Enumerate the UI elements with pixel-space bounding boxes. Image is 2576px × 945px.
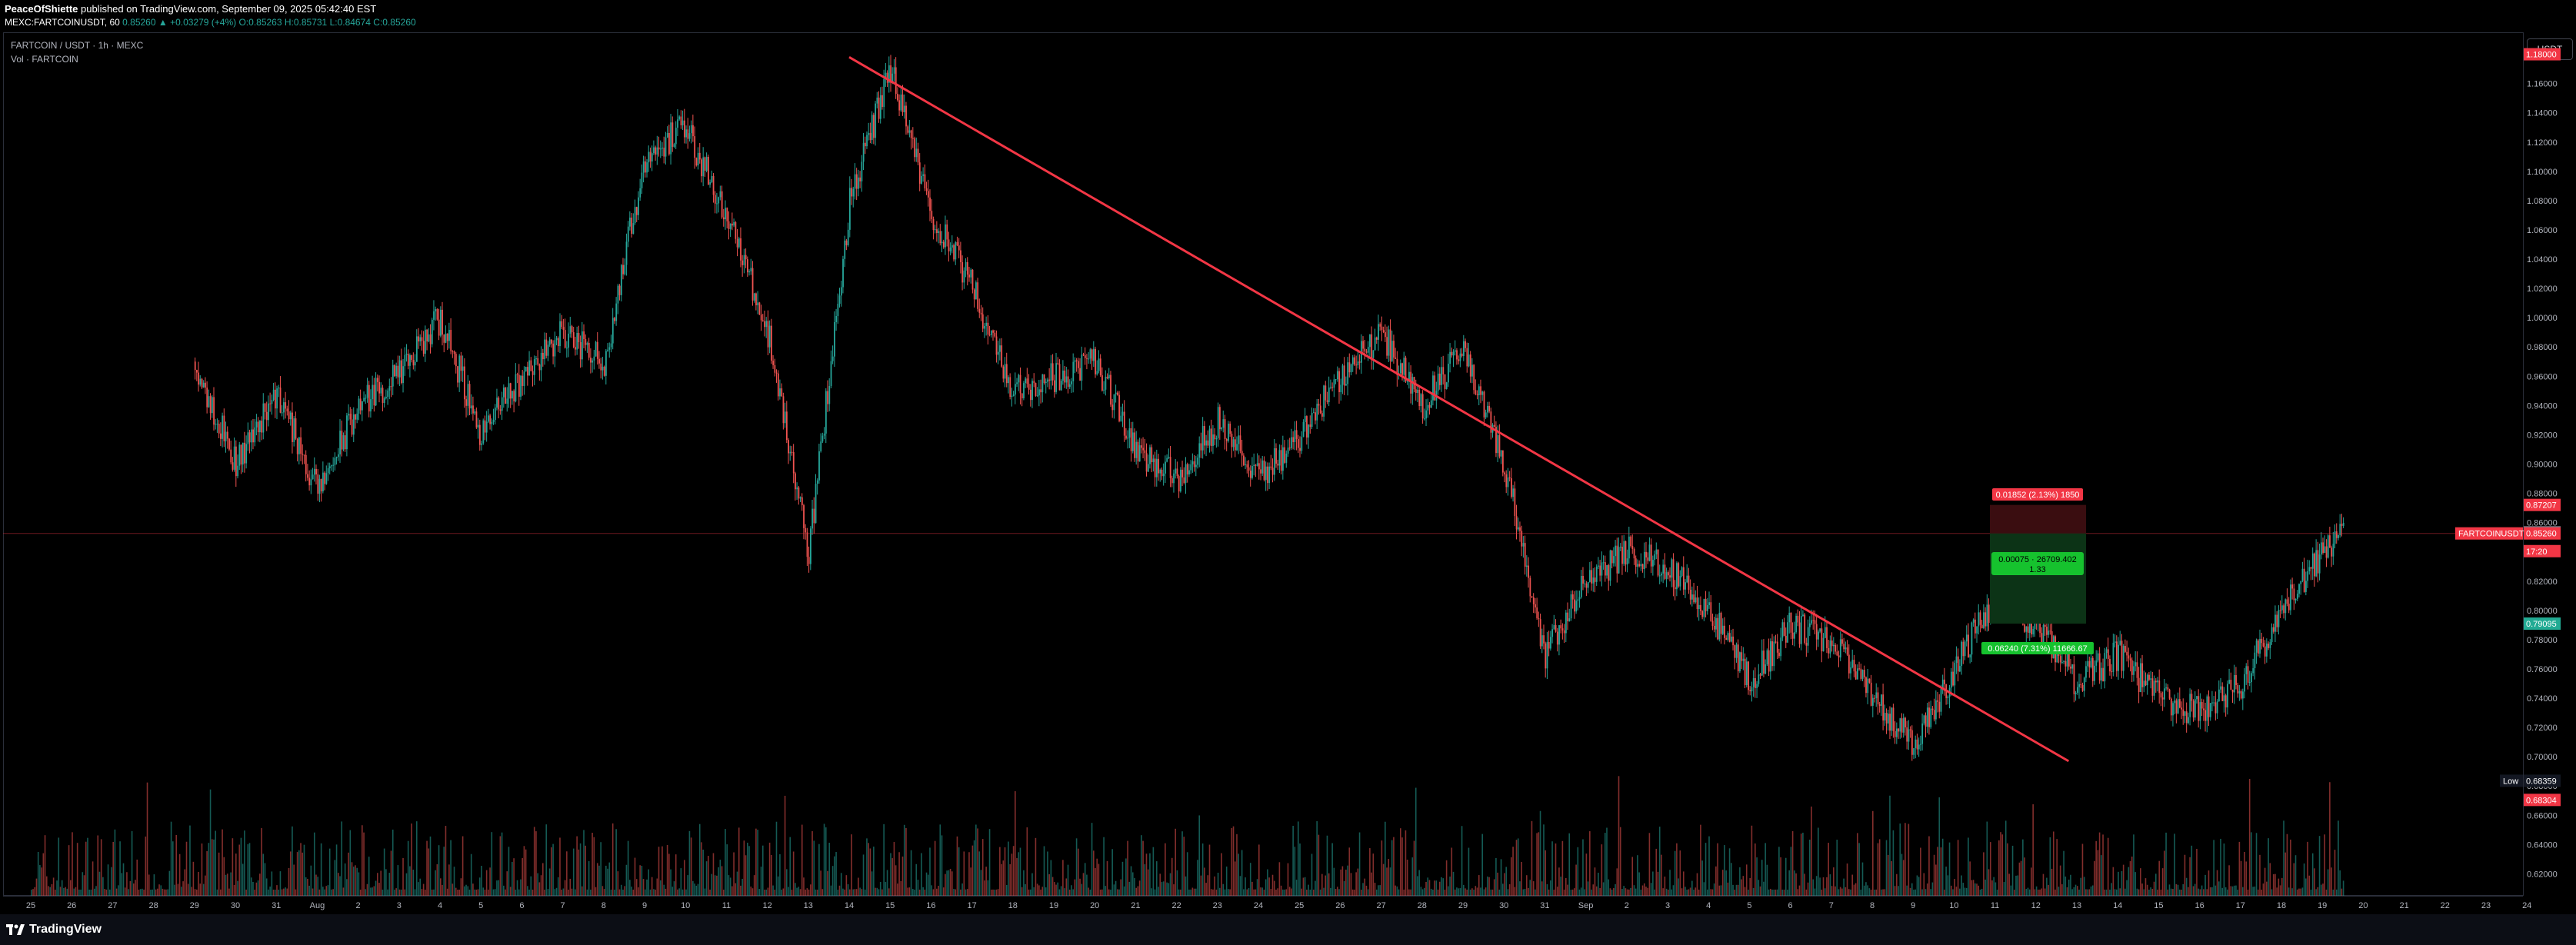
footer-bar: TradingView [0, 914, 2576, 945]
publisher-date: published on TradingView.com, September … [78, 3, 377, 15]
ohlc-values: 0.85260 ▲ +0.03279 (+4%) O:0.85263 H:0.8… [122, 17, 416, 28]
chart-pane[interactable] [3, 32, 2523, 896]
symbol-quote-line: MEXC:FARTCOINUSDT, 60 0.85260 ▲ +0.03279… [5, 17, 416, 28]
time-axis[interactable] [3, 896, 2523, 914]
time-tick-label: 24 [2522, 901, 2531, 910]
symbol-name: MEXC:FARTCOINUSDT, 60 [5, 17, 120, 28]
volume-legend: Vol · FARTCOIN [11, 54, 78, 65]
publication-header: PeaceOfShiette published on TradingView.… [0, 0, 2576, 31]
publisher-info: PeaceOfShiette published on TradingView.… [5, 3, 376, 15]
publisher-username[interactable]: PeaceOfShiette [5, 3, 78, 15]
currency-button[interactable]: USDT [2527, 38, 2573, 60]
tradingview-logo[interactable]: TradingView [6, 923, 102, 937]
price-axis[interactable] [2523, 32, 2576, 896]
tradingview-icon [6, 924, 25, 935]
chart-legend-title: FARTCOIN / USDT · 1h · MEXC [11, 40, 144, 51]
